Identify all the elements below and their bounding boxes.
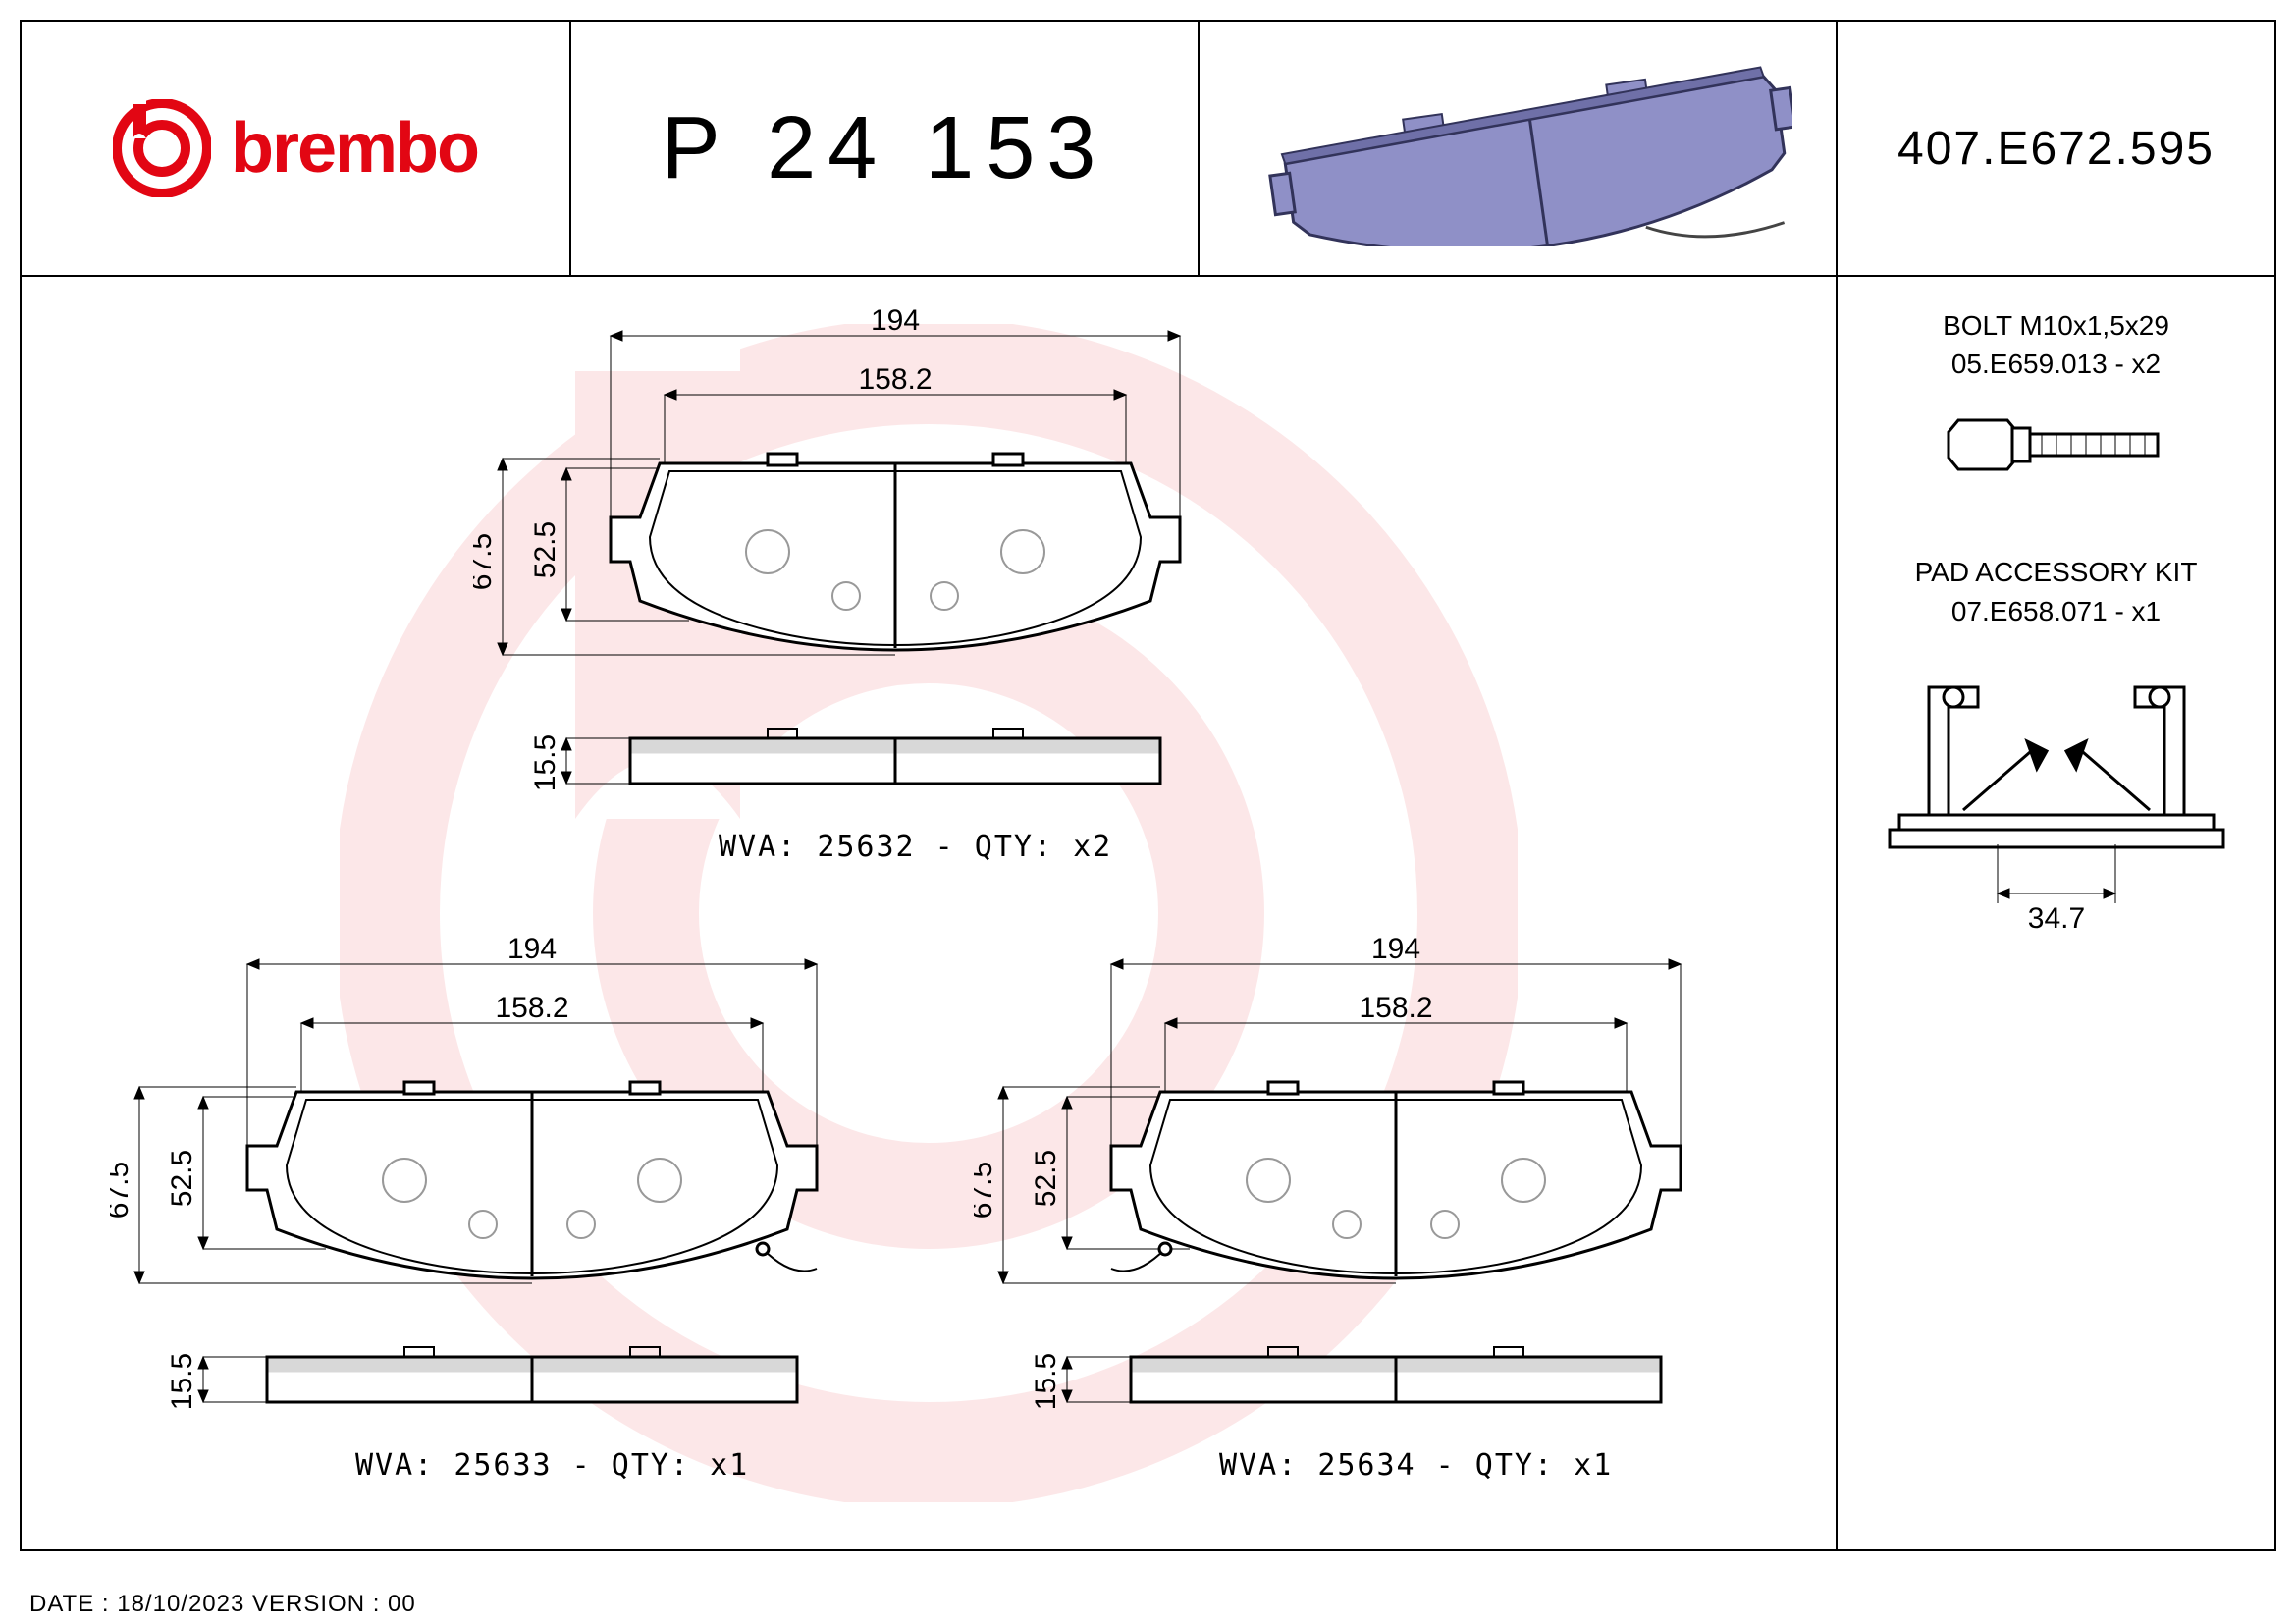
pad-drawing-right: 194 158.2: [974, 935, 1779, 1548]
kit-ref: 07.E658.071 - x1: [1870, 592, 2243, 630]
header-row: brembo P 24 153: [22, 22, 2274, 277]
pad-drawing-top: 194 158.2: [473, 306, 1278, 930]
dim-thk: 15.5: [529, 734, 561, 791]
svg-text:194: 194: [1371, 935, 1420, 965]
bolt-icon: [1929, 401, 2184, 489]
kit-item: PAD ACCESSORY KIT 07.E658.071 - x1: [1870, 553, 2243, 947]
main-drawing-area: 194 158.2: [22, 277, 1838, 1549]
svg-text:52.5: 52.5: [166, 1150, 198, 1207]
wva-line-top: WVA: 25632 - QTY: x2: [719, 830, 1112, 864]
kit-title: PAD ACCESSORY KIT: [1870, 553, 2243, 591]
drawing-frame: brembo P 24 153: [20, 20, 2276, 1551]
reference-cell: 407.E672.595: [1838, 22, 2274, 275]
logo-cell: brembo: [22, 22, 571, 275]
body-area: 194 158.2: [22, 277, 2274, 1549]
dim-outer-h: 67.5: [473, 533, 498, 590]
dim-outer-w: 194: [871, 306, 920, 337]
dim-inner-h: 52.5: [529, 521, 561, 578]
svg-text:52.5: 52.5: [1030, 1150, 1062, 1207]
svg-text:194: 194: [507, 935, 557, 965]
footer-text: DATE : 18/10/2023 VERSION : 00: [29, 1591, 416, 1618]
wva-line-left: WVA: 25633 - QTY: x1: [355, 1448, 749, 1483]
dim-inner-w: 158.2: [858, 363, 932, 396]
pad-drawing-left: 194 158.2: [110, 935, 915, 1548]
bolt-ref: 05.E659.013 - x2: [1929, 345, 2184, 383]
svg-text:67.5: 67.5: [110, 1162, 134, 1218]
accessories-panel: BOLT M10x1,5x29 05.E659.013 - x2: [1838, 277, 2274, 1549]
svg-text:15.5: 15.5: [1030, 1353, 1062, 1410]
bolt-item: BOLT M10x1,5x29 05.E659.013 - x2: [1929, 306, 2184, 494]
bolt-title: BOLT M10x1,5x29: [1929, 306, 2184, 345]
kit-icon: 34.7: [1870, 648, 2243, 943]
svg-text:158.2: 158.2: [1359, 992, 1432, 1024]
brake-pad-3d-render: [1243, 50, 1792, 246]
svg-text:15.5: 15.5: [166, 1353, 198, 1410]
svg-text:67.5: 67.5: [974, 1162, 998, 1218]
part-number: P 24 153: [662, 98, 1108, 199]
part-number-cell: P 24 153: [571, 22, 1200, 275]
kit-dim: 34.7: [2027, 902, 2084, 935]
product-render-cell: [1200, 22, 1838, 275]
brembo-logo-icon: [113, 99, 211, 197]
svg-text:158.2: 158.2: [495, 992, 568, 1024]
reference-number: 407.E672.595: [1897, 122, 2215, 176]
wva-line-right: WVA: 25634 - QTY: x1: [1219, 1448, 1613, 1483]
brand-name: brembo: [231, 108, 478, 189]
